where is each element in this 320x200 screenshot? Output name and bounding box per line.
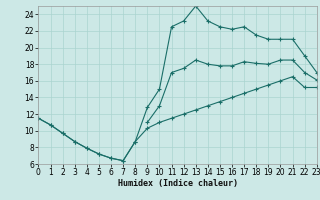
- X-axis label: Humidex (Indice chaleur): Humidex (Indice chaleur): [118, 179, 238, 188]
